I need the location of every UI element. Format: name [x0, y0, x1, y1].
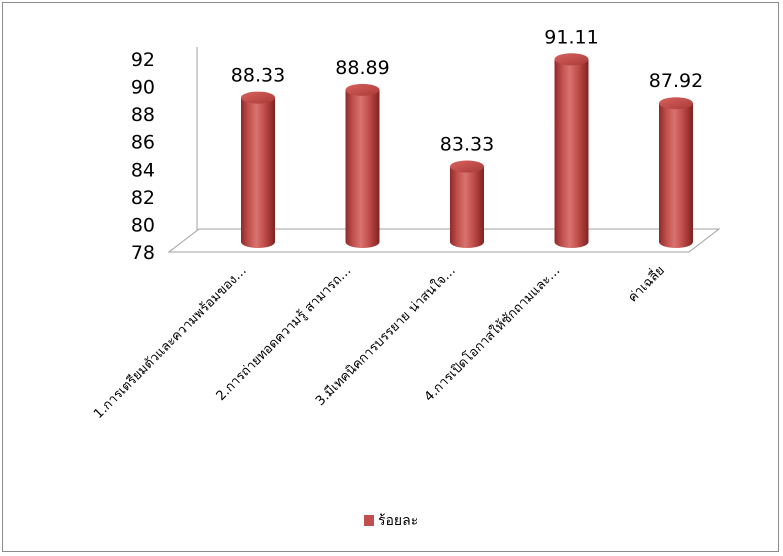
bar [241, 91, 275, 249]
bar [554, 53, 589, 249]
bar [345, 83, 380, 249]
data-label: 88.33 [231, 65, 285, 87]
bar [659, 97, 693, 248]
chart-svg: 78 80 82 84 86 88 90 92 88.33 88.89 83.33 91.11 87.… [90, 26, 721, 529]
data-label: 87.92 [649, 70, 703, 92]
y-axis-line [168, 47, 198, 253]
bar-body [241, 97, 275, 249]
y-tick-label: 90 [131, 77, 155, 99]
y-tick-label: 86 [131, 132, 155, 154]
axis-layer: 78 80 82 84 86 88 90 92 [131, 47, 721, 264]
y-tick-label: 88 [131, 104, 155, 126]
legend: ร้อยละ [364, 513, 418, 529]
legend-swatch [364, 515, 374, 526]
legend-label: ร้อยละ [378, 513, 418, 529]
bar-top [241, 91, 275, 104]
y-tick-label: 78 [131, 242, 155, 264]
bar [450, 160, 484, 248]
y-tick-label: 82 [131, 187, 155, 209]
bar-layer [241, 53, 693, 249]
x-tick-label: ค่าเฉลี่ย [624, 262, 668, 306]
data-label: 91.11 [544, 26, 598, 48]
y-tick-label: 92 [131, 49, 155, 71]
bar-top [450, 160, 484, 173]
y-tick-label: 80 [131, 214, 155, 236]
data-label: 88.89 [335, 57, 389, 79]
bar-top [554, 53, 589, 66]
bar-body [659, 103, 693, 248]
bar-top [659, 97, 693, 110]
label-layer: 88.33 88.8983.3391.1187.921.การเตรียมตัวแ… [90, 26, 703, 422]
bar-body [554, 59, 589, 249]
data-label: 83.33 [440, 134, 494, 156]
bar-body [450, 166, 484, 248]
y-tick-label: 84 [131, 159, 155, 181]
bar-body [345, 89, 380, 249]
bar-top [345, 83, 380, 96]
